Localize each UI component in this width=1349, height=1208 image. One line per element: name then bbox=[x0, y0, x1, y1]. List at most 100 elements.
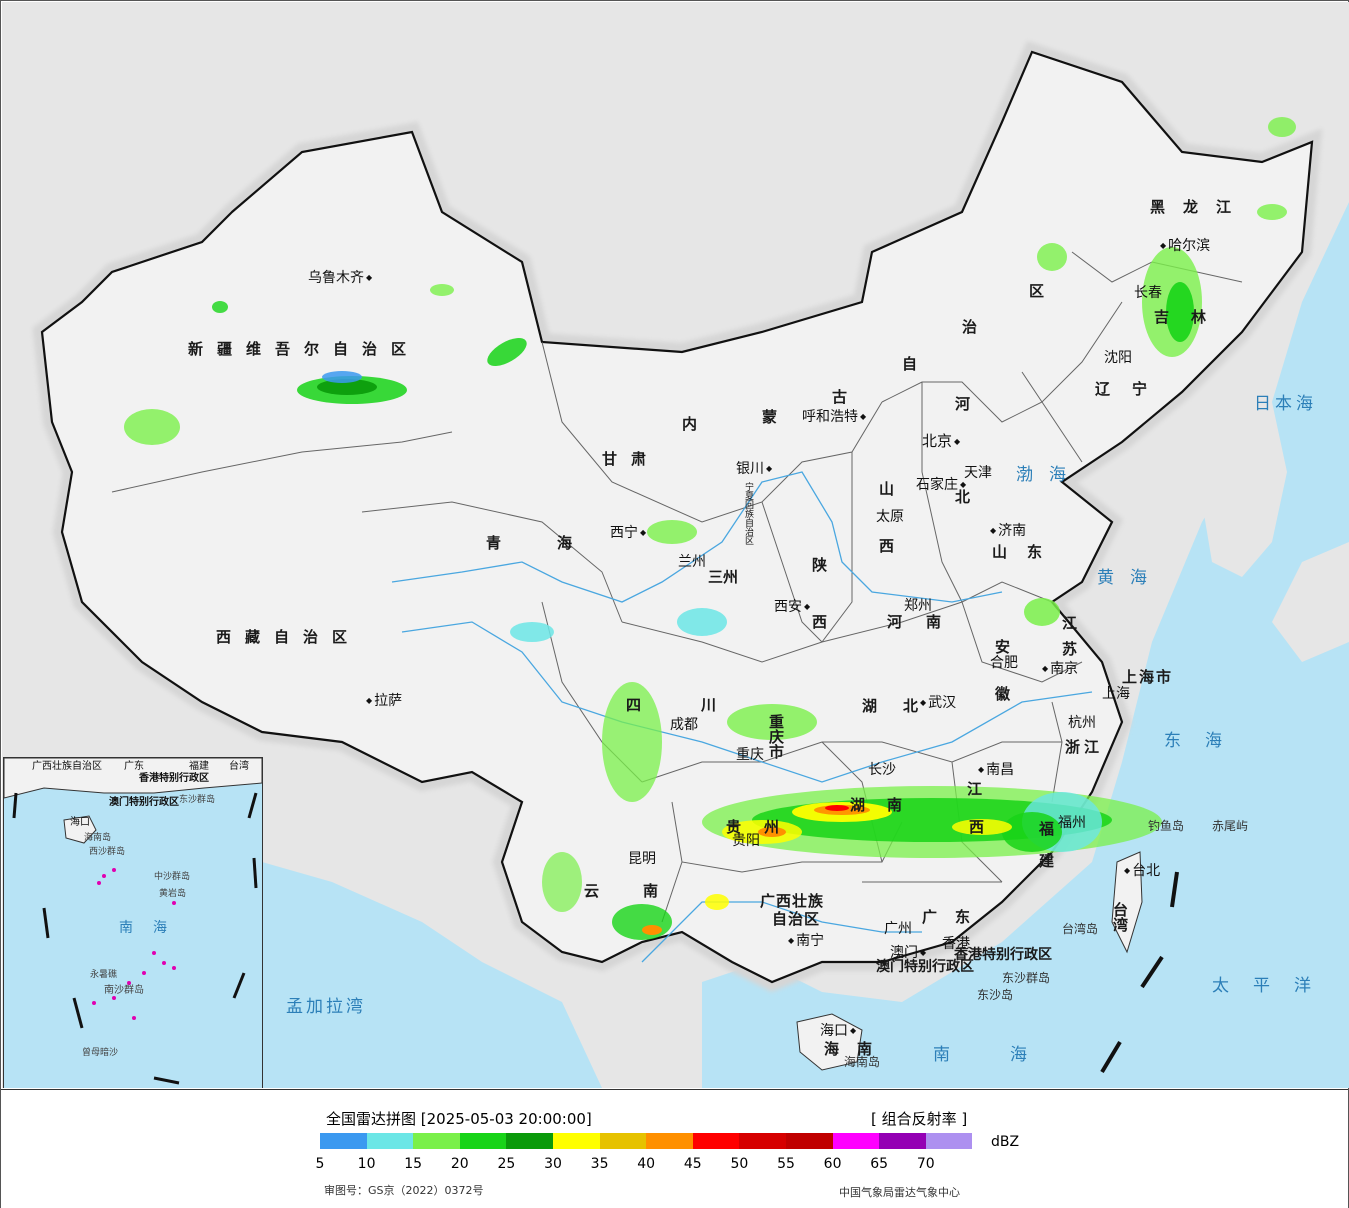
legend-swatch bbox=[320, 1133, 367, 1149]
region-jiangsu-2: 苏 bbox=[1062, 640, 1092, 658]
echo-hlj-2 bbox=[1166, 282, 1194, 342]
city-nanchang: 南昌 bbox=[978, 763, 1014, 777]
city-beijing: 北京 bbox=[922, 434, 960, 449]
region-qinghai: 青海 bbox=[486, 534, 629, 552]
rivers bbox=[391, 471, 1093, 963]
city-wuhan: 武汉 bbox=[920, 696, 956, 710]
region-guangxi-1: 广西壮族 bbox=[760, 892, 825, 910]
city-nanjing: 南京 bbox=[1042, 662, 1078, 676]
sea-bengal: 孟加拉湾 bbox=[286, 997, 366, 1017]
echo-yunnan bbox=[612, 904, 672, 940]
region-nmg-3: 古 bbox=[832, 388, 862, 406]
city-hangzhou: 杭州 bbox=[1068, 715, 1096, 731]
region-hubei: 湖北 bbox=[862, 697, 945, 715]
inset-label-taiwan: 台湾 bbox=[229, 761, 249, 772]
echo-gansu bbox=[647, 520, 697, 544]
sea-bohai: 渤海 bbox=[1016, 465, 1082, 485]
city-chengdu: 成都 bbox=[670, 717, 698, 733]
city-taiyuan: 太原 bbox=[876, 509, 904, 525]
city-hongkong: 香港 bbox=[942, 936, 970, 952]
region-gansu: 甘肃 bbox=[602, 450, 661, 468]
legend-tick-label: 20 bbox=[450, 1156, 469, 1172]
city-xining: 西宁 bbox=[610, 526, 646, 540]
sea-south: 南海 bbox=[933, 1045, 1087, 1065]
city-xian: 西安 bbox=[774, 600, 810, 614]
inset-label-guangxi: 广西壮族自治区 bbox=[32, 761, 102, 772]
region-nmg-4: 自 bbox=[902, 355, 932, 373]
korea-land bbox=[1162, 362, 1287, 577]
region-ningxia: 宁夏回族自治区 bbox=[743, 482, 753, 545]
city-taibei: 台北 bbox=[1124, 864, 1160, 878]
echo-xinjiang-1b bbox=[317, 379, 377, 395]
south-china-sea-inset: 广西壮族自治区 广东 福建 台湾 香港特别行政区 澳门特别行政区 东沙群岛 海口… bbox=[3, 757, 263, 1088]
city-nanning: 南宁 bbox=[788, 934, 824, 948]
china-map: 新疆维吾尔自治区 西藏自治区 青海 甘肃 内 蒙 古 自 治 区 黑龙江 吉林 … bbox=[2, 2, 1349, 1088]
region-nmg-6: 区 bbox=[1029, 282, 1059, 300]
legend-tick-label: 60 bbox=[823, 1156, 842, 1172]
sea-japan: 日本海 bbox=[1254, 394, 1317, 414]
region-hunan-2: 南 bbox=[887, 796, 917, 814]
legend-tick-label: 35 bbox=[590, 1156, 609, 1172]
region-guizhou-2: 州 bbox=[764, 818, 794, 836]
legend-tick-label: 25 bbox=[497, 1156, 516, 1172]
city-harbin: 哈尔滨 bbox=[1160, 239, 1210, 253]
city-guiyang: 贵阳 bbox=[732, 833, 760, 849]
inset-label-macau-sar: 澳门特别行政区 bbox=[109, 797, 179, 808]
label-hk-sar: 香港特别行政区 bbox=[954, 947, 1052, 963]
city-tianjin: 天津 bbox=[964, 465, 992, 481]
legend-title: 全国雷达拼图 [2025-05-03 20:00:00] bbox=[326, 1110, 592, 1128]
city-kunming: 昆明 bbox=[628, 851, 656, 867]
inset-islands bbox=[92, 868, 176, 1020]
region-henan: 河南 bbox=[887, 613, 966, 631]
echo-xinjiang-2 bbox=[124, 409, 180, 445]
city-urumqi: 乌鲁木齐 bbox=[308, 271, 372, 285]
inset-label-guangdong: 广东 bbox=[124, 761, 144, 772]
inset-label-hk-sar: 香港特别行政区 bbox=[139, 773, 209, 784]
city-macau: 澳门 bbox=[890, 946, 926, 960]
city-hohhot: 呼和浩特 bbox=[802, 410, 866, 424]
legend-tick-label: 40 bbox=[637, 1156, 656, 1172]
region-shaanxi-1: 陕 bbox=[812, 556, 842, 574]
city-changchun: 长春 bbox=[1134, 285, 1162, 301]
region-anhui-1: 安 bbox=[995, 638, 1025, 656]
legend-swatch bbox=[832, 1133, 880, 1149]
echo-guizhou-2 bbox=[758, 827, 786, 837]
legend-tick-label: 15 bbox=[404, 1156, 423, 1172]
legend-swatch bbox=[459, 1133, 507, 1149]
city-lhasa: 拉萨 bbox=[366, 694, 402, 708]
echo-jiangxi bbox=[952, 819, 1012, 835]
label-hainan-island: 海南岛 bbox=[844, 1055, 881, 1069]
inset-label-zhongsha: 中沙群岛 bbox=[154, 872, 191, 882]
legend-tick-label: 10 bbox=[357, 1156, 376, 1172]
region-hainan: 海南 bbox=[824, 1040, 891, 1058]
legend-swatch bbox=[599, 1133, 647, 1149]
legend-swatch bbox=[739, 1133, 786, 1149]
city-shijiazhuang: 石家庄 bbox=[916, 478, 966, 492]
inset-label-nansha: 南沙群岛 bbox=[104, 985, 144, 996]
region-nmg-2: 蒙 bbox=[762, 408, 792, 426]
echo-jiangsu bbox=[1024, 598, 1060, 626]
echo-xinjiang-3 bbox=[487, 338, 527, 366]
region-fujian-1: 福 bbox=[1039, 820, 1069, 838]
city-lanzhou: 兰州 bbox=[678, 554, 706, 570]
echo-yunnan-3 bbox=[542, 852, 582, 912]
inset-boundary bbox=[12, 792, 258, 1085]
legend-tick-label: 5 bbox=[315, 1156, 325, 1172]
region-jiangsu-1: 江 bbox=[1062, 614, 1092, 632]
inset-hainan bbox=[63, 815, 97, 844]
region-taiwan: 台湾 bbox=[1111, 902, 1129, 932]
data-source: 中国气象局雷达气象中心 bbox=[839, 1186, 960, 1199]
label-macau-sar: 澳门特别行政区 bbox=[876, 959, 974, 975]
echo-guangxi bbox=[705, 894, 729, 910]
inset-label-zengmu: 曾母暗沙 bbox=[82, 1048, 119, 1058]
sea-area bbox=[702, 2, 1349, 1088]
legend-tick-label: 45 bbox=[683, 1156, 702, 1172]
legend-swatch bbox=[366, 1133, 414, 1149]
echo-xinjiang-5 bbox=[212, 301, 228, 313]
inset-canvas bbox=[4, 758, 262, 1085]
region-liaoning: 辽宁 bbox=[1095, 380, 1170, 398]
region-shandong: 山东 bbox=[992, 543, 1063, 561]
inset-label-haikou: 海口 bbox=[70, 817, 90, 828]
legend-ticks: 5 10 15 20 25 30 35 40 45 50 55 60 65 70 bbox=[316, 1156, 980, 1174]
